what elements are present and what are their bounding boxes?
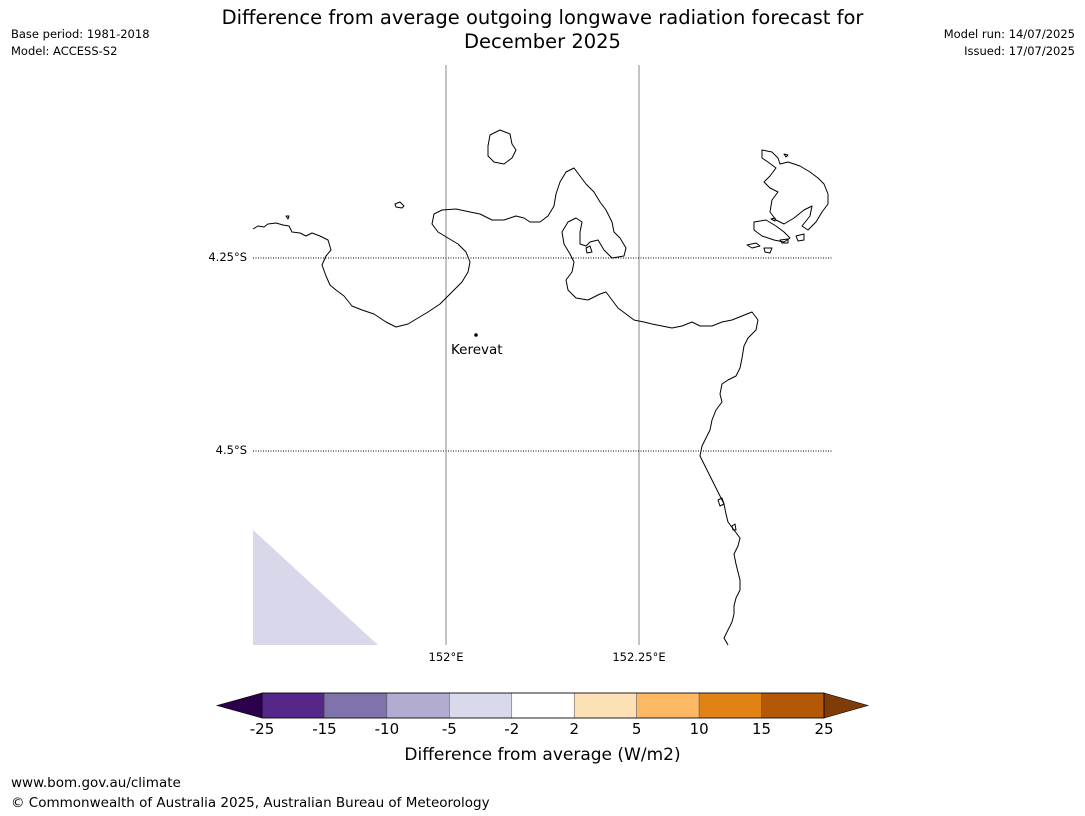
colorbar-tick-label: 2 (569, 720, 579, 738)
colorbar-tick-label: 5 (631, 720, 642, 738)
colorbar-title: Difference from average (W/m2) (404, 745, 681, 765)
metadata-right: Model run: 14/07/2025 Issued: 17/07/2025 (944, 26, 1075, 60)
coastline-main (252, 167, 759, 646)
colorbar-tick-label: -15 (312, 720, 337, 738)
colorbar-segment-7 (698, 692, 762, 719)
islet-dy-3 (779, 238, 789, 244)
islet-east-coast-1 (717, 497, 725, 507)
footer-copyright: © Commonwealth of Australia 2025, Austra… (11, 795, 490, 811)
lon-label-152-25e: 152.25°E (612, 650, 666, 664)
colorbar-over-arrow (823, 692, 870, 719)
colorbar-tick-label: -2 (504, 720, 520, 738)
map-title-line2: December 2025 (464, 30, 621, 53)
footer-url[interactable]: www.bom.gov.au/climate (11, 775, 181, 791)
colorbar-tick-label: 10 (689, 720, 709, 738)
islet-east-coast-2 (731, 523, 737, 531)
lon-label-152e: 152°E (428, 650, 464, 664)
issued-date: Issued: 17/07/2025 (964, 44, 1075, 58)
islet-dy-1 (746, 242, 761, 249)
model-run: Model run: 14/07/2025 (943, 27, 1075, 41)
anomaly-fill-region (253, 530, 378, 645)
colorbar-under-arrow (215, 692, 263, 719)
duke-of-york-south (753, 219, 791, 243)
islet-dy-6 (783, 153, 789, 158)
base-period: Base period: 1981-2018 (11, 27, 150, 41)
islet-dy-5 (770, 217, 776, 222)
kerevat-marker (474, 333, 478, 337)
colorbar-tick-label: 25 (814, 720, 834, 738)
colorbar-segment-4 (511, 692, 575, 719)
islet-dy-4 (795, 233, 805, 242)
colorbar-segment-6 (636, 692, 700, 719)
map-title-line1: Difference from average outgoing longwav… (221, 6, 864, 29)
colorbar-segment-2 (386, 692, 450, 719)
model-name: Model: ACCESS-S2 (11, 44, 118, 58)
colorbar-tick-label: -10 (374, 720, 400, 738)
lat-label-4-5s: 4.5°S (215, 443, 247, 457)
colorbar-tick-label: -25 (249, 720, 275, 738)
map-title: Difference from average outgoing longwav… (0, 6, 1085, 54)
place-label-kerevat: Kerevat (451, 342, 503, 358)
colorbar-tick-label: 15 (752, 720, 772, 738)
islet-far-west (285, 215, 290, 220)
metadata-left: Base period: 1981-2018 Model: ACCESS-S2 (11, 26, 150, 60)
islet-small-bay (585, 245, 593, 254)
islet-west (394, 201, 405, 209)
island-north (487, 129, 517, 165)
duke-of-york-main (761, 149, 829, 231)
colorbar-segment-1 (324, 692, 388, 719)
colorbar-segment-0 (261, 692, 325, 719)
colorbar-outline (261, 692, 825, 719)
colorbar-segment-5 (573, 692, 637, 719)
colorbar-segment-8 (761, 692, 825, 719)
lat-label-4-25s: 4.25°S (208, 250, 247, 264)
coastline (252, 129, 829, 646)
colorbar-segment-3 (449, 692, 513, 719)
colorbar-tick-label: -5 (441, 720, 457, 738)
islet-dy-2 (763, 247, 773, 254)
